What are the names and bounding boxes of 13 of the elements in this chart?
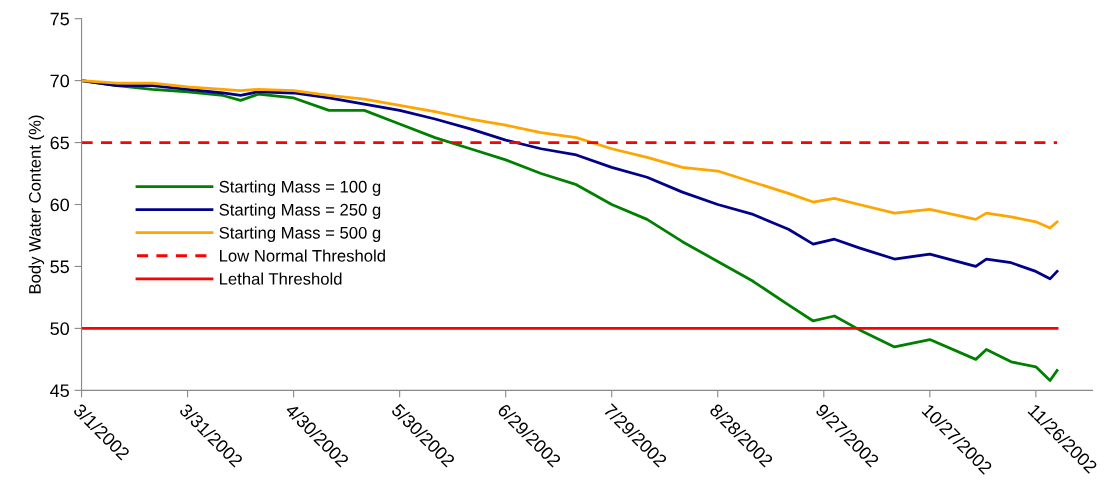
legend-label: Lethal Threshold: [220, 272, 342, 285]
y-tick-label: 60: [50, 198, 70, 212]
y-tick-label: 70: [50, 74, 70, 88]
y-tick-label: 45: [50, 384, 69, 398]
legend-label: Starting Mass = 500 g: [219, 226, 381, 242]
y-axis-title: Body Water Content (%): [28, 115, 45, 294]
legend-label: Low Normal Threshold: [220, 249, 385, 262]
y-tick-label: 75: [50, 12, 69, 26]
y-tick-label: 55: [50, 260, 69, 274]
legend-label: Starting Mass = 100 g: [219, 180, 381, 196]
legend-label: Starting Mass = 250 g: [219, 203, 381, 219]
y-tick-label: 50: [50, 322, 70, 336]
y-tick-label: 65: [50, 136, 69, 150]
